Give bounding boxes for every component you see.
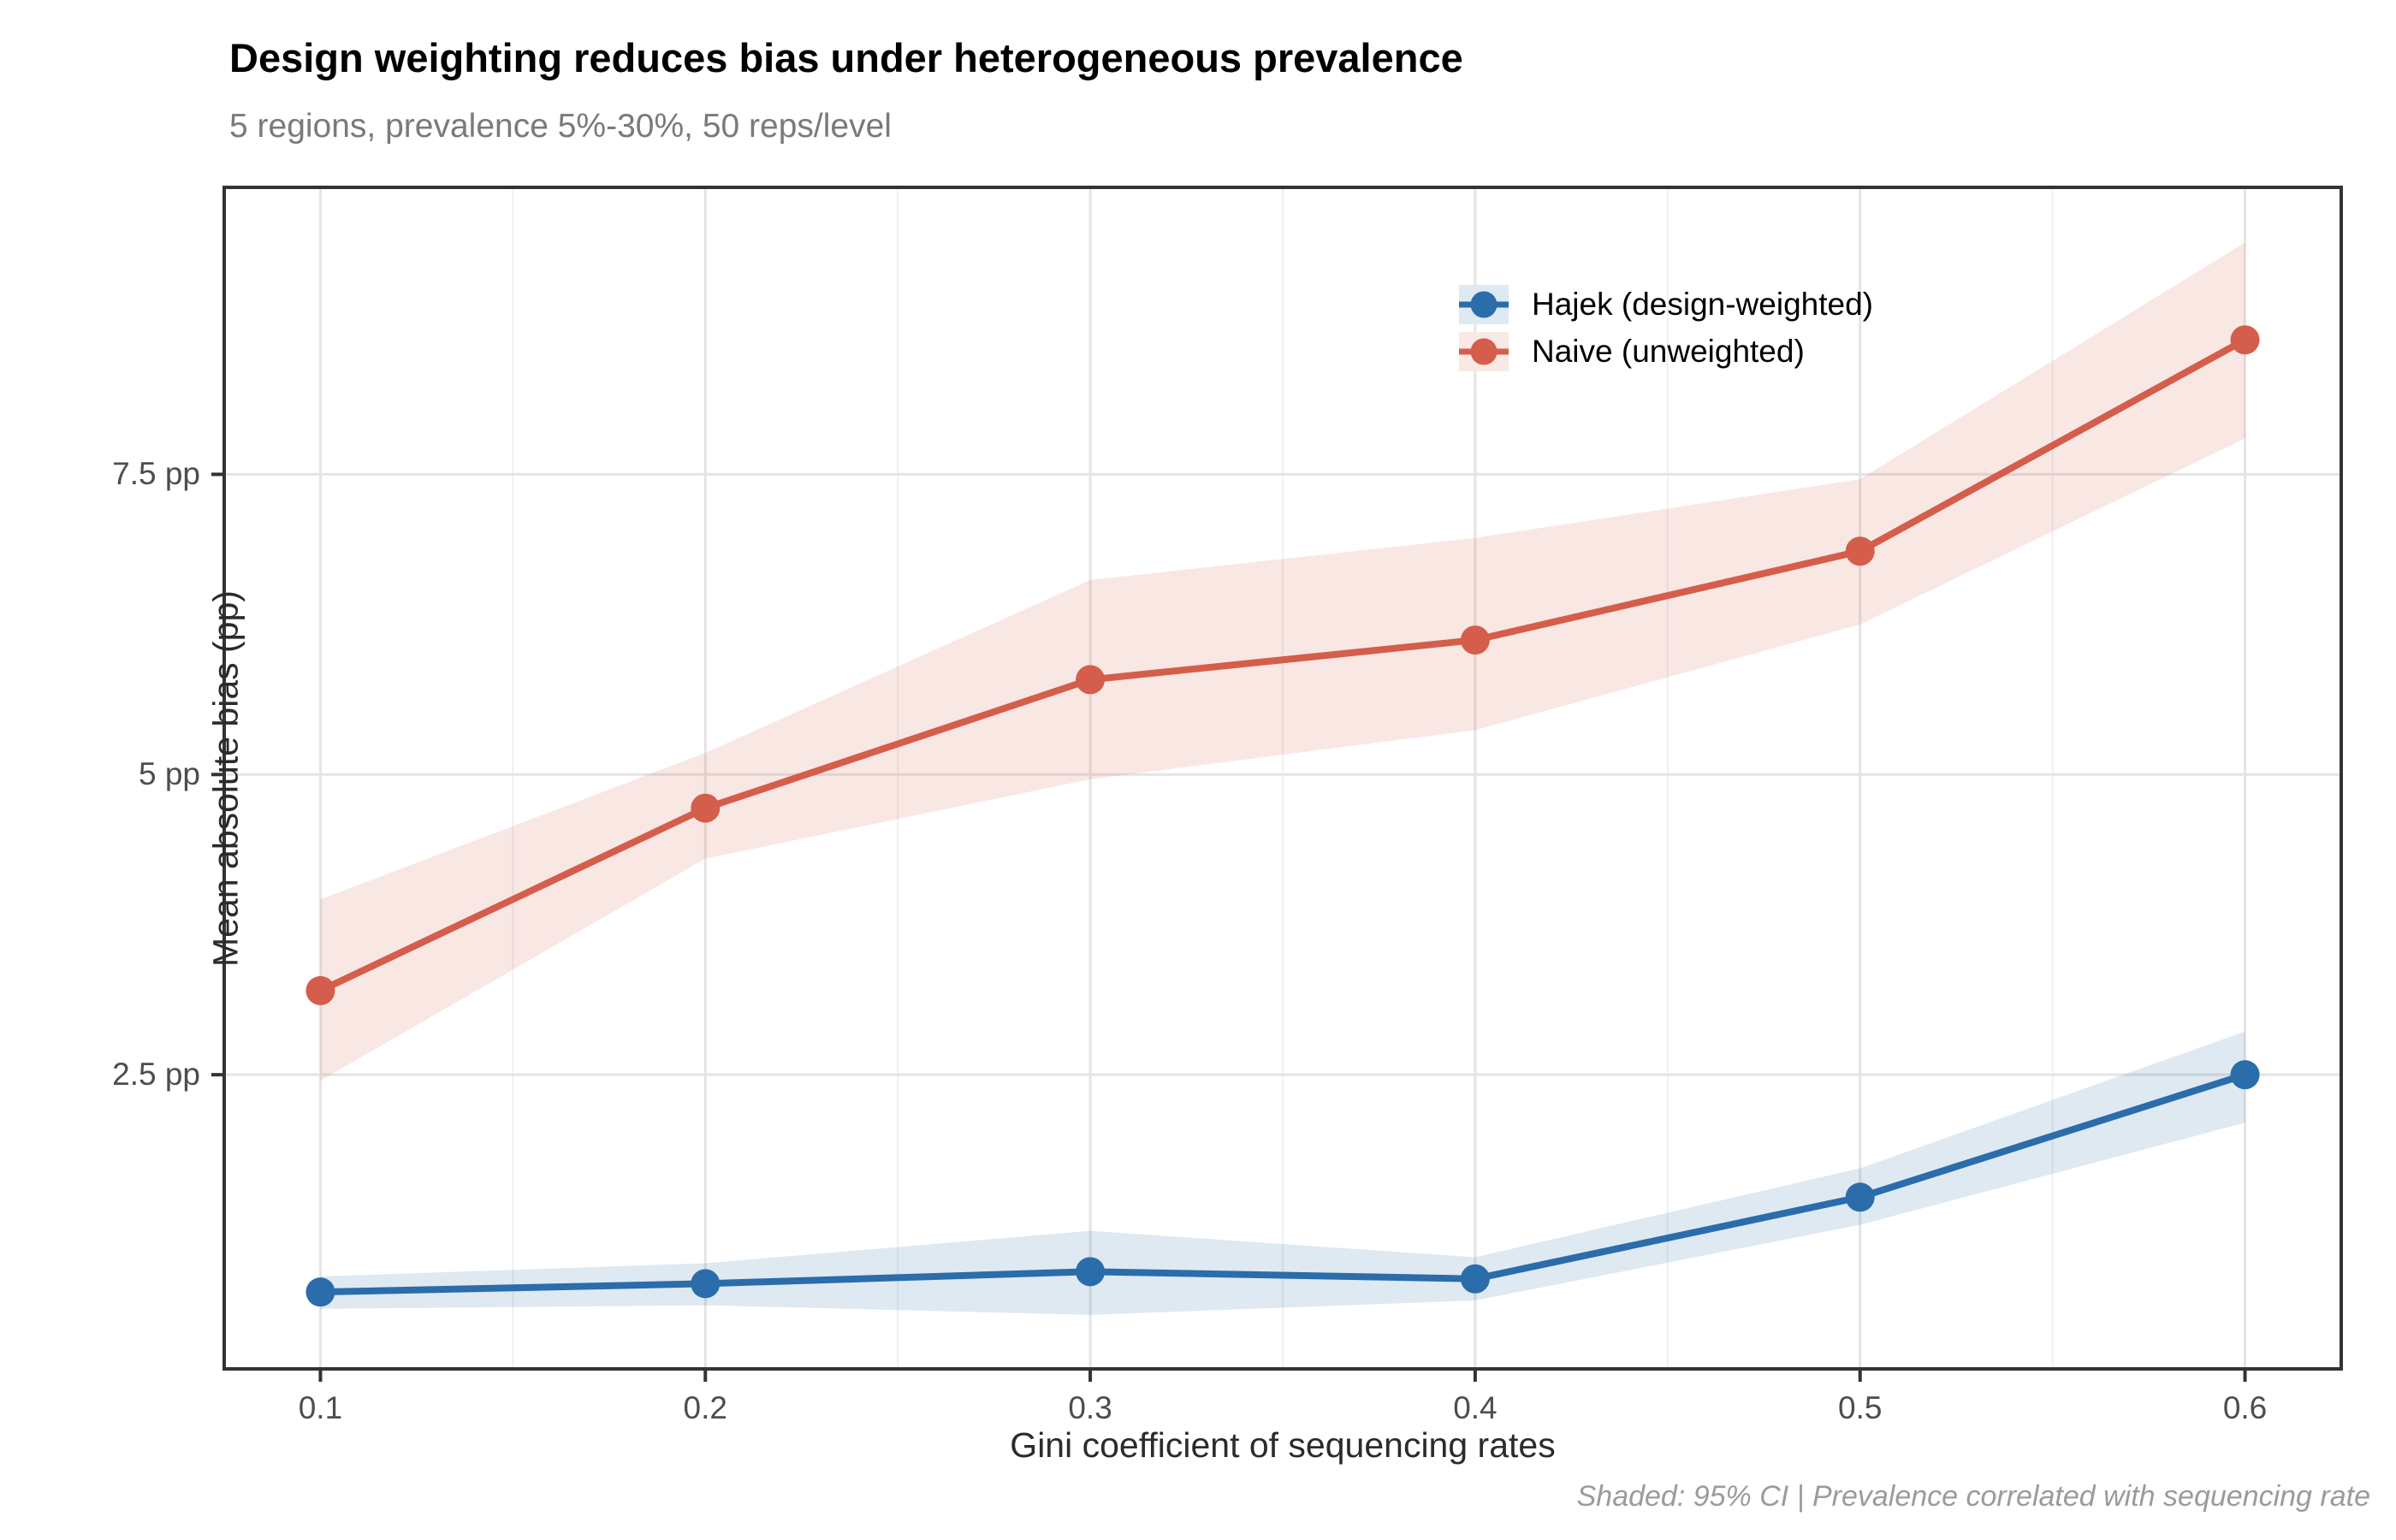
x-tick-label: 0.6 — [2222, 1390, 2268, 1425]
data-point — [691, 1269, 721, 1299]
y-tick-label: 5 pp — [138, 756, 200, 792]
data-point — [1076, 1257, 1106, 1287]
data-point — [1845, 536, 1875, 566]
data-point — [1845, 1182, 1875, 1212]
data-point — [305, 975, 335, 1005]
data-point — [2230, 1060, 2260, 1090]
chart-title: Design weighting reduces bias under hete… — [229, 35, 1463, 80]
y-tick-label: 7.5 pp — [112, 456, 200, 492]
x-tick-label: 0.5 — [1838, 1390, 1883, 1425]
x-tick-label: 0.3 — [1068, 1390, 1112, 1425]
data-point — [305, 1277, 335, 1307]
series-line — [317, 336, 2249, 994]
data-point — [691, 793, 721, 823]
caption: Shaded: 95% CI | Prevalence correlated w… — [1576, 1480, 2370, 1513]
y-tick-label: 2.5 pp — [112, 1057, 200, 1093]
data-point — [2230, 325, 2260, 355]
legend-item-naive: Naive (unweighted) — [1459, 332, 1873, 371]
y-axis-title: Mean absolute bias (pp) — [205, 590, 246, 967]
data-point — [1460, 1264, 1490, 1294]
naive-legend-key-icon — [1459, 332, 1509, 371]
data-point — [1076, 665, 1106, 695]
x-tick-label: 0.4 — [1453, 1390, 1498, 1425]
series-line — [317, 1071, 2249, 1296]
legend-item-hajek: Hajek (design-weighted) — [1459, 285, 1873, 324]
legend-label-naive: Naive (unweighted) — [1532, 334, 1805, 369]
data-point — [1460, 625, 1490, 655]
panel-border — [222, 186, 2343, 1371]
legend: Hajek (design-weighted) Naive (unweighte… — [1459, 285, 1873, 379]
hajek-legend-key-icon — [1459, 285, 1509, 324]
x-tick-label: 0.1 — [298, 1390, 343, 1425]
x-tick-label: 0.2 — [683, 1390, 727, 1425]
chart-subtitle: 5 regions, prevalence 5%-30%, 50 reps/le… — [229, 108, 892, 145]
x-axis-title: Gini coefficient of sequencing rates — [1010, 1425, 1556, 1465]
legend-label-hajek: Hajek (design-weighted) — [1532, 287, 1873, 322]
